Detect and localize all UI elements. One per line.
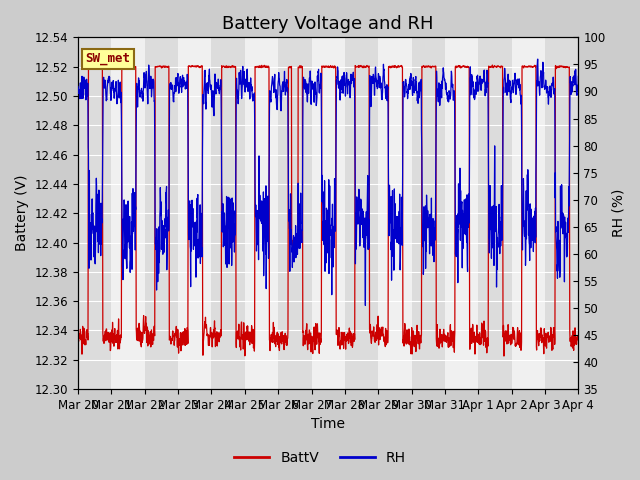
Legend: BattV, RH: BattV, RH [229,445,411,471]
BattV [353,64,361,70]
BattV [74,320,82,326]
Bar [545,37,579,389]
BattV [500,353,508,359]
Bar [412,37,445,389]
Bar [145,37,178,389]
Bar [278,37,312,389]
RH [575,73,582,79]
BattV [575,337,582,343]
RH [534,56,541,62]
RH [353,199,361,205]
BattV [473,337,481,343]
RH [74,84,82,89]
X-axis label: Time: Time [311,418,345,432]
RH [214,85,221,91]
BattV [531,63,538,69]
Bar [211,37,244,389]
RH [545,101,552,107]
BattV [488,62,496,68]
Bar [478,37,511,389]
RH [342,76,350,82]
BattV [342,334,350,339]
RH [474,76,481,82]
Bar [78,37,111,389]
Y-axis label: RH (%): RH (%) [611,189,625,238]
Y-axis label: Battery (V): Battery (V) [15,175,29,252]
Title: Battery Voltage and RH: Battery Voltage and RH [223,15,434,33]
Line: RH: RH [78,59,579,305]
Line: BattV: BattV [78,65,579,356]
BattV [214,337,221,343]
RH [362,302,369,308]
Bar [345,37,378,389]
RH [531,216,538,221]
Text: SW_met: SW_met [86,52,131,65]
BattV [545,335,552,341]
